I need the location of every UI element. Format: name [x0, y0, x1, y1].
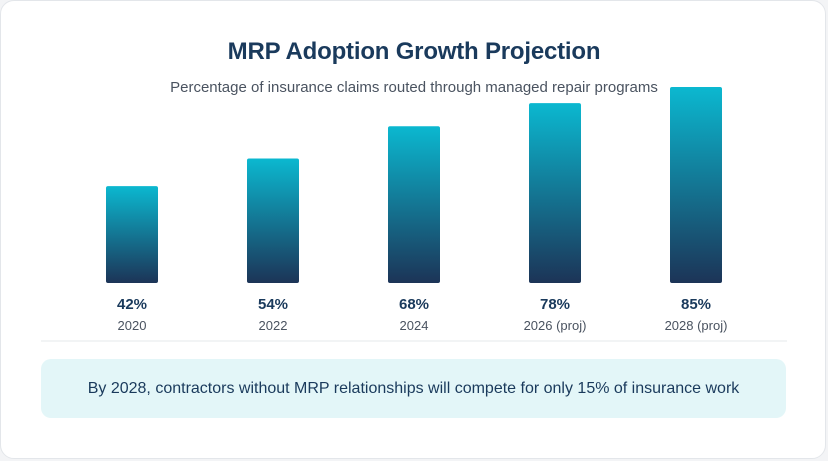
bar-1 — [247, 158, 299, 283]
category-label-2: 2024 — [400, 318, 429, 333]
category-label-0: 2020 — [118, 318, 147, 333]
value-label-1: 54% — [258, 296, 288, 313]
chart-title: MRP Adoption Growth Projection — [227, 38, 601, 65]
value-label-2: 68% — [399, 296, 429, 313]
value-label-3: 78% — [540, 296, 570, 313]
bar-2 — [388, 126, 440, 283]
category-label-4: 2028 (proj) — [665, 318, 728, 333]
bar-4 — [670, 87, 722, 283]
value-label-0: 42% — [117, 296, 147, 313]
bar-0 — [106, 186, 158, 283]
callout-box: By 2028, contractors without MRP relatio… — [41, 359, 786, 418]
value-label-4: 85% — [681, 296, 711, 313]
category-label-1: 2022 — [259, 318, 288, 333]
bar-3 — [529, 103, 581, 283]
category-label-3: 2026 (proj) — [524, 318, 587, 333]
chart-subtitle: Percentage of insurance claims routed th… — [170, 79, 658, 96]
callout-text: By 2028, contractors without MRP relatio… — [87, 379, 740, 397]
